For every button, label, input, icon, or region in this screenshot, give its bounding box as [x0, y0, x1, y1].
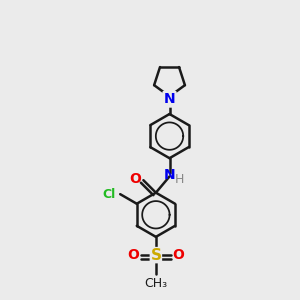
Text: S: S	[150, 248, 161, 262]
Text: N: N	[164, 168, 175, 182]
Text: N: N	[164, 92, 175, 106]
Text: O: O	[172, 248, 184, 262]
Text: N: N	[164, 92, 175, 106]
Text: O: O	[128, 248, 140, 262]
Text: Cl: Cl	[103, 188, 116, 201]
Text: H: H	[175, 173, 184, 186]
Text: CH₃: CH₃	[144, 277, 167, 290]
Text: O: O	[129, 172, 141, 186]
